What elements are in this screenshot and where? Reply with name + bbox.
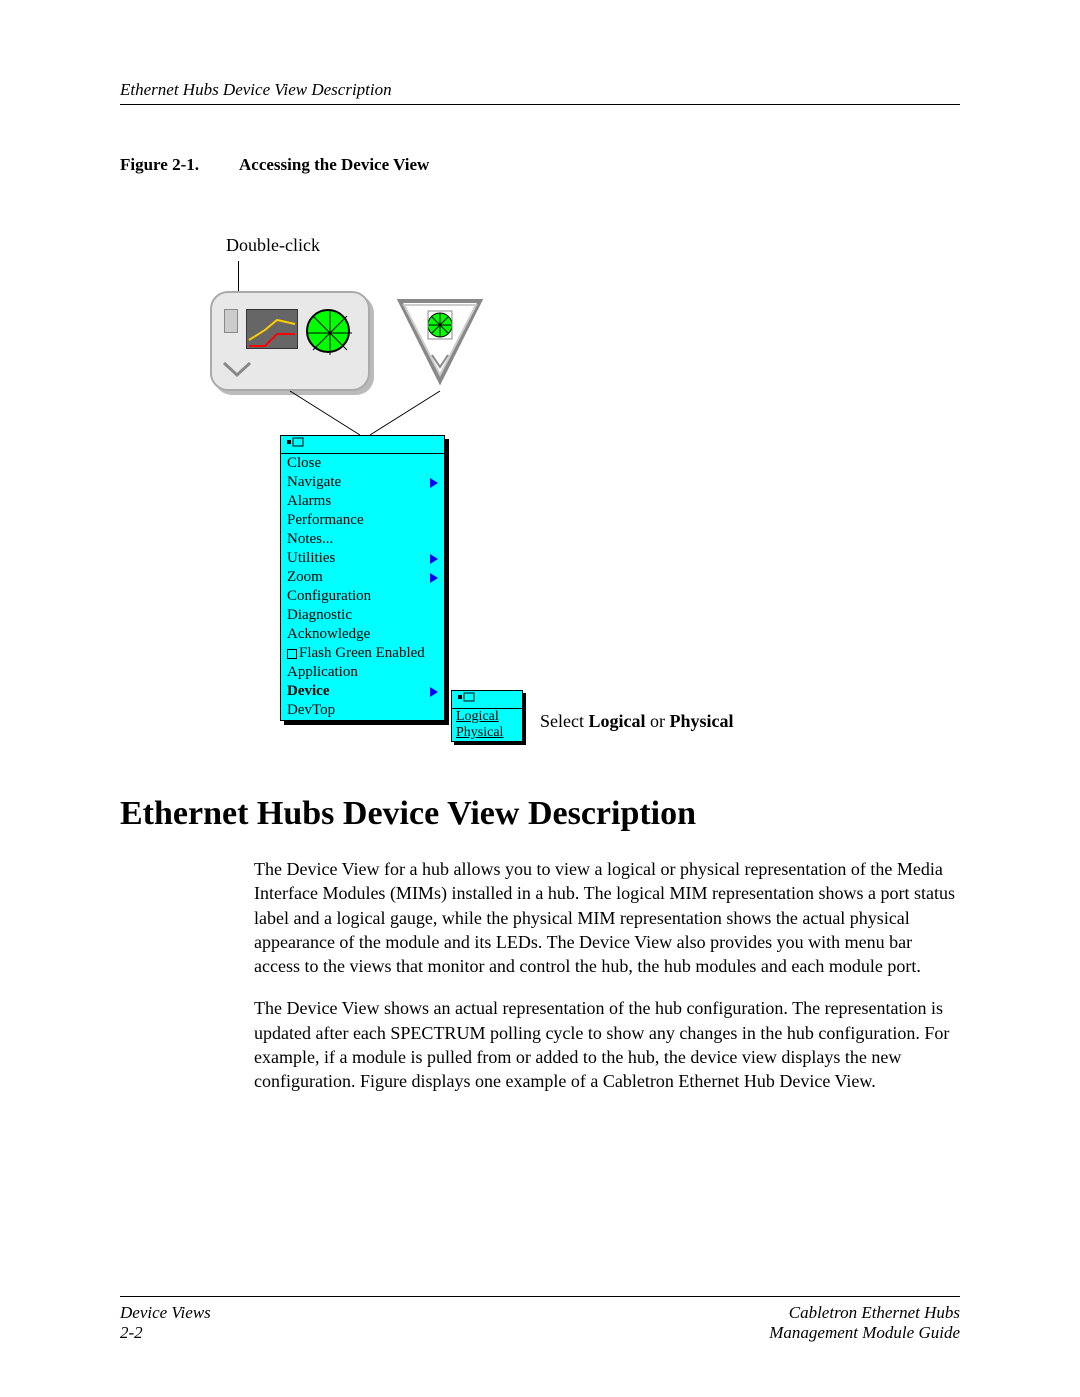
- menu-item-acknowledge[interactable]: Acknowledge: [281, 625, 444, 644]
- menu-item-configuration[interactable]: Configuration: [281, 587, 444, 606]
- menu-item-label: DevTop: [287, 701, 335, 720]
- device-icon-inner: [224, 309, 360, 363]
- submenu-item-logical[interactable]: Logical: [452, 709, 522, 725]
- footer-left-bottom: 2-2: [120, 1323, 211, 1343]
- menu-item-label: Utilities: [287, 549, 335, 568]
- figure-number: Figure 2-1.: [120, 155, 199, 175]
- double-click-label: Double-click: [226, 235, 320, 256]
- menu-item-alarms[interactable]: Alarms: [281, 492, 444, 511]
- double-click-pointer: [238, 261, 239, 295]
- submenu-item-physical[interactable]: Physical: [452, 725, 522, 741]
- page-footer: Device Views 2-2 Cabletron Ethernet Hubs…: [120, 1296, 960, 1343]
- chevron-down-icon: [222, 361, 252, 381]
- context-menu: CloseNavigateAlarmsPerformanceNotes...Ut…: [280, 435, 445, 721]
- device-submenu: LogicalPhysical: [451, 690, 523, 742]
- menu-item-zoom[interactable]: Zoom: [281, 568, 444, 587]
- figure-caption: Figure 2-1. Accessing the Device View: [120, 155, 960, 175]
- checkbox-icon: [287, 649, 297, 659]
- menu-item-navigate[interactable]: Navigate: [281, 473, 444, 492]
- body-paragraph-2: The Device View shows an actual represen…: [254, 996, 960, 1093]
- menu-item-label: Configuration: [287, 587, 371, 606]
- menu-item-flash-green-enabled[interactable]: Flash Green Enabled: [281, 644, 444, 663]
- menu-tearoff-icon[interactable]: [281, 436, 444, 454]
- submenu-arrow-icon: [430, 478, 438, 488]
- menu-item-utilities[interactable]: Utilities: [281, 549, 444, 568]
- footer-rule: [120, 1296, 960, 1297]
- menu-item-label: Acknowledge: [287, 625, 370, 644]
- submenu-tearoff-icon[interactable]: [452, 691, 522, 709]
- page-header: Ethernet Hubs Device View Description: [120, 80, 960, 100]
- select-physical: Physical: [669, 711, 733, 731]
- gauge-chart-icon: [246, 309, 298, 349]
- figure-area: Double-click: [210, 235, 960, 755]
- submenu-arrow-icon: [430, 687, 438, 697]
- device-icon[interactable]: [210, 291, 370, 391]
- menu-item-label: Notes...: [287, 530, 333, 549]
- menu-item-diagnostic[interactable]: Diagnostic: [281, 606, 444, 625]
- submenu-arrow-icon: [430, 573, 438, 583]
- menu-item-label: Flash Green Enabled: [287, 644, 425, 663]
- menu-item-label: Navigate: [287, 473, 341, 492]
- submenu-arrow-icon: [430, 554, 438, 564]
- select-instruction: Select Logical or Physical: [540, 711, 734, 732]
- header-rule: [120, 104, 960, 105]
- menu-item-label: Application: [287, 663, 358, 682]
- body-paragraph-1: The Device View for a hub allows you to …: [254, 857, 960, 978]
- menu-item-close[interactable]: Close: [281, 454, 444, 473]
- menu-item-label: Zoom: [287, 568, 323, 587]
- menu-item-label: Performance: [287, 511, 364, 530]
- section-heading: Ethernet Hubs Device View Description: [120, 795, 960, 833]
- menu-item-label: Close: [287, 454, 321, 473]
- device-handle-icon: [224, 309, 238, 333]
- select-logical: Logical: [588, 711, 645, 731]
- select-mid: or: [645, 711, 669, 731]
- menu-item-label: Device: [287, 682, 329, 701]
- pie-chart-icon: [306, 309, 350, 353]
- figure-title: Accessing the Device View: [239, 155, 429, 175]
- header-left: Ethernet Hubs Device View Description: [120, 80, 392, 100]
- menu-item-notes-[interactable]: Notes...: [281, 530, 444, 549]
- footer-left-top: Device Views: [120, 1303, 211, 1323]
- menu-item-devtop[interactable]: DevTop: [281, 701, 444, 720]
- menu-item-label: Alarms: [287, 492, 331, 511]
- menu-item-label: Diagnostic: [287, 606, 352, 625]
- menu-item-application[interactable]: Application: [281, 663, 444, 682]
- footer-right-bottom: Management Module Guide: [769, 1323, 960, 1343]
- menu-item-device[interactable]: Device: [281, 682, 444, 701]
- select-pre: Select: [540, 711, 588, 731]
- menu-item-performance[interactable]: Performance: [281, 511, 444, 530]
- footer-right-top: Cabletron Ethernet Hubs: [769, 1303, 960, 1323]
- triangle-device-icon[interactable]: [390, 291, 490, 391]
